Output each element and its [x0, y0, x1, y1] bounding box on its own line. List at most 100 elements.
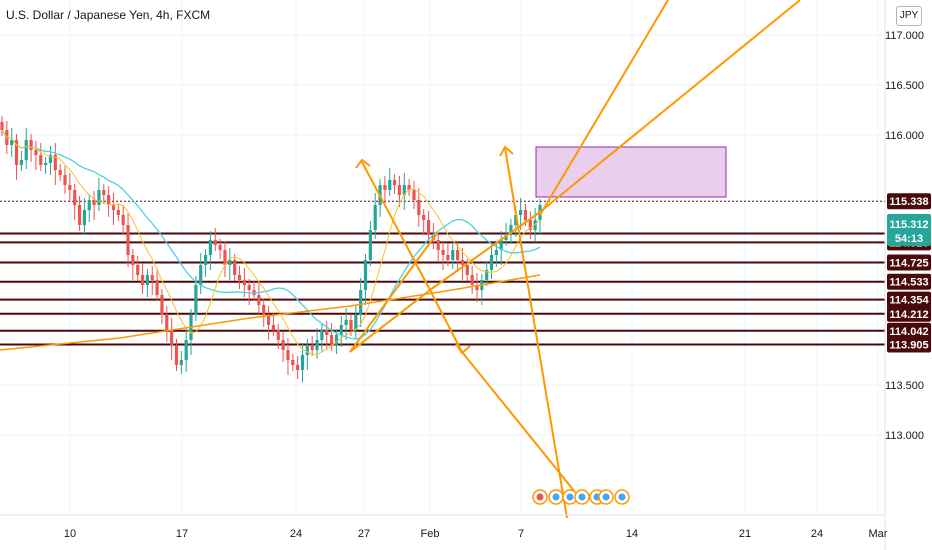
- price-level-tag: [887, 193, 931, 210]
- candle-body: [174, 345, 179, 365]
- trend-line: [504, 147, 526, 269]
- candle-body: [121, 215, 125, 225]
- candle-body: [523, 210, 528, 220]
- x-tick-label: 7: [518, 528, 524, 540]
- candle-body: [514, 215, 518, 225]
- candle-body: [310, 345, 314, 350]
- trend-line: [461, 351, 576, 493]
- candle-body: [155, 280, 159, 295]
- trend-line: [539, 0, 801, 213]
- candle-body: [145, 275, 150, 285]
- candle-body: [465, 265, 469, 275]
- trend-line: [361, 161, 431, 291]
- candle-body: [68, 185, 72, 190]
- candle-body: [485, 270, 489, 280]
- price-level-tag: [887, 305, 931, 322]
- trend-line: [524, 267, 568, 519]
- x-tick-label: 24: [811, 528, 823, 540]
- candle-body: [87, 200, 91, 210]
- candle-body: [344, 320, 348, 325]
- grid: [0, 0, 885, 515]
- x-tick-label: 17: [176, 528, 188, 540]
- candle-body: [422, 215, 426, 220]
- price-level-tag: [887, 291, 931, 308]
- candle-body: [528, 220, 532, 230]
- candle-body: [392, 180, 397, 185]
- candle-body: [194, 285, 198, 315]
- candle-body: [363, 260, 368, 290]
- candle-body: [63, 175, 67, 185]
- price-level-tag: [887, 273, 931, 290]
- y-tick-label: 116.000: [885, 130, 924, 142]
- candle-body: [179, 360, 183, 365]
- trend-line: [429, 211, 541, 291]
- candle-body: [407, 185, 411, 190]
- candle-body: [402, 185, 406, 195]
- price-axis[interactable]: 115.338115.015114.926114.725114.533114.3…: [884, 0, 931, 550]
- event-flag-dot: [566, 493, 574, 501]
- candle-body: [509, 225, 513, 235]
- candle-body: [218, 245, 222, 250]
- candle-body: [10, 140, 14, 145]
- candle-body: [494, 250, 498, 255]
- candle-body: [136, 265, 140, 275]
- chart-title: U.S. Dollar / Japanese Yen, 4h, FXCM: [6, 8, 211, 22]
- candle-body: [334, 335, 339, 345]
- price-level-label: 114.354: [889, 295, 929, 307]
- trend-line: [349, 289, 431, 353]
- candle-body: [417, 200, 421, 215]
- candle-body: [489, 255, 494, 270]
- x-tick-label: 21: [739, 528, 751, 540]
- x-tick-label: Mar: [869, 528, 888, 540]
- price-level-tag: [887, 254, 931, 271]
- candle-body: [48, 155, 53, 163]
- time-axis[interactable]: 10 17 24 27 Feb 7 14 21 24 Mar: [0, 514, 888, 540]
- candle-body: [349, 320, 353, 330]
- event-flag-dot: [618, 493, 626, 501]
- candle-body: [24, 140, 28, 160]
- candle-body: [499, 240, 503, 250]
- event-flag-dot: [536, 493, 544, 501]
- price-level-tag: [887, 322, 931, 339]
- candle-body: [170, 330, 174, 345]
- moving-averages: [0, 129, 541, 355]
- candle-body: [456, 250, 460, 260]
- candle-body: [213, 240, 217, 245]
- candle-body: [0, 122, 4, 130]
- candle-body: [315, 340, 319, 350]
- candle-body: [383, 185, 387, 190]
- candle-body: [82, 210, 86, 225]
- price-level-tag: [887, 336, 931, 353]
- candle-body: [266, 315, 271, 325]
- candle-body: [58, 170, 62, 175]
- moving-average-blue: [1, 129, 541, 340]
- candle-body: [257, 295, 261, 305]
- candle-body: [519, 210, 523, 215]
- event-flag-dot: [578, 493, 586, 501]
- candle-body: [441, 250, 445, 255]
- candle-body: [19, 160, 23, 165]
- candle-body: [300, 355, 305, 370]
- candle-body: [368, 230, 372, 260]
- currency-button[interactable]: JPY: [896, 6, 922, 26]
- candle-body: [397, 185, 402, 195]
- y-tick-label: 116.500: [885, 80, 924, 92]
- y-tick-label: 117.000: [885, 30, 924, 42]
- event-flags[interactable]: [532, 489, 630, 505]
- trend-lines: [349, 0, 801, 519]
- candle-body: [262, 305, 266, 315]
- candle-body: [359, 290, 363, 315]
- arrow-head: [455, 343, 471, 355]
- event-flag-dot: [602, 493, 610, 501]
- candle-body: [320, 330, 324, 340]
- candle-body: [296, 365, 300, 370]
- candle-body: [426, 220, 431, 235]
- candle-body: [140, 275, 145, 285]
- y-tick-label: 113.000: [885, 430, 924, 442]
- candle-body: [184, 340, 188, 360]
- candle-body: [92, 200, 96, 205]
- price-level-label: 115.338: [889, 196, 928, 208]
- price-level-label: 113.905: [889, 340, 928, 352]
- candle-body: [436, 240, 440, 250]
